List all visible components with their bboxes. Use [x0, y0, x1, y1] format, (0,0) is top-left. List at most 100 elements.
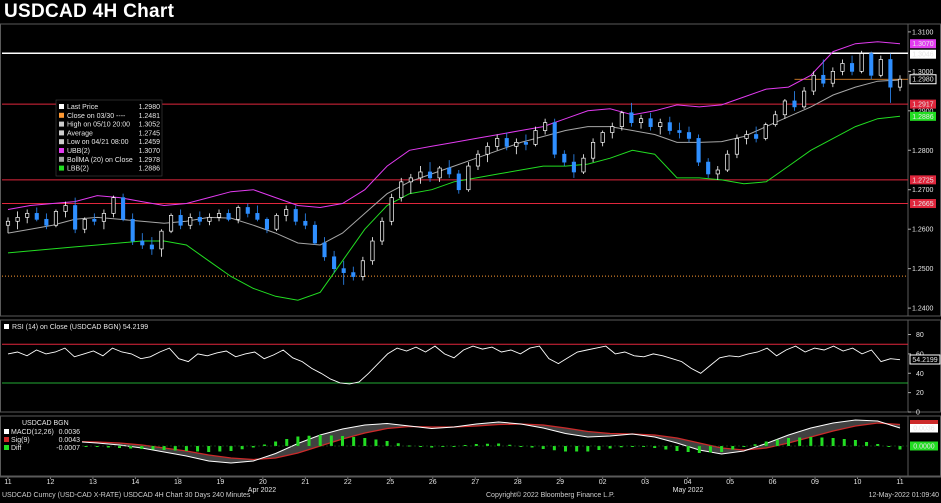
candle-up — [734, 138, 739, 155]
x-day-label: 09 — [811, 479, 819, 486]
rsi-y-tick-label: 0 — [916, 410, 920, 417]
macd-histogram-bar — [84, 446, 88, 447]
candle-up — [763, 124, 768, 139]
price-tag-box — [910, 111, 936, 121]
macd-histogram-bar — [352, 437, 356, 446]
upper-bollinger-band — [7, 41, 901, 210]
price-y-tick-label: 1.2400 — [912, 306, 934, 313]
macd-histogram-bar — [430, 446, 434, 448]
price-legend-value: 1.2978 — [139, 157, 161, 164]
price-tag-label: 1.2665 — [912, 201, 934, 208]
macd-zero-tag: 0.0000 — [910, 441, 938, 451]
candle-down — [293, 209, 298, 222]
macd-value-tag-label: 0.0036 — [913, 426, 935, 433]
macd-histogram-bar — [129, 446, 133, 449]
macd-histogram-bar — [887, 446, 891, 447]
candle-up — [399, 181, 404, 198]
macd-histogram-bar — [720, 446, 724, 452]
macd-histogram-bar — [898, 446, 902, 450]
candle-down — [34, 213, 39, 220]
macd-histogram-bar — [251, 446, 255, 448]
candle-down — [351, 272, 356, 277]
rsi-legend-marker — [4, 324, 9, 329]
candle-down — [552, 122, 557, 155]
candle-up — [591, 142, 596, 159]
candle-up — [878, 59, 883, 76]
price-tag-label: 1.2725 — [912, 177, 934, 184]
price-legend-marker — [59, 165, 64, 171]
price-tag-box — [910, 39, 936, 49]
macd-histogram-bar — [876, 444, 880, 446]
price-y-tick-label: 1.2800 — [912, 148, 934, 155]
price-legend-value: 1.2745 — [139, 130, 161, 137]
candle-up — [418, 171, 423, 179]
price-tag: 1.2725 — [910, 175, 936, 185]
price-legend-marker — [59, 130, 64, 136]
candle-up — [63, 205, 68, 212]
macd-histogram-bar — [586, 446, 590, 452]
macd-histogram-bar — [564, 446, 567, 452]
candle-up — [216, 213, 222, 218]
macd-histogram-bar — [318, 435, 322, 446]
price-tag: 1.2917 — [910, 99, 936, 109]
candle-down — [312, 224, 317, 244]
macd-histogram-bar — [341, 436, 344, 446]
price-y-tick-label: 1.3000 — [912, 69, 934, 76]
candle-up — [533, 130, 538, 145]
candle-down — [888, 59, 893, 88]
rsi-legend-label: RSI (14) on Close (USDCAD BGN) 54.2199 — [12, 324, 148, 331]
candle-up — [188, 217, 193, 226]
candle-up — [274, 215, 279, 230]
candle-down — [121, 197, 126, 220]
price-tag: 1.3046 — [910, 49, 936, 59]
candle-up — [53, 211, 59, 226]
price-legend-value: 1.2980 — [139, 104, 161, 111]
macd-histogram-bar — [474, 444, 478, 446]
price-tag-label: 1.2917 — [912, 102, 934, 109]
macd-panel: 0.0036 0.0000 USDCAD BGN MACD(12,26) 0.0036 S… — [2, 419, 938, 464]
macd-histogram-bar — [151, 446, 155, 450]
candle-up — [802, 90, 807, 108]
footer-security: USDCAD Curncy (USD-CAD X-RATE) USDCAD 4H… — [2, 492, 251, 499]
candle-up — [101, 213, 106, 222]
x-day-label: 04 — [684, 479, 692, 486]
macd-histogram-bar — [787, 438, 790, 446]
x-month-label: May 2022 — [673, 487, 704, 494]
candle-down — [226, 213, 231, 220]
macd-value-tag: 0.0036 — [910, 423, 938, 433]
candle-down — [427, 171, 433, 179]
macd-histogram-bar — [831, 438, 835, 446]
macd-histogram-bar — [664, 446, 668, 450]
price-legend-label: LBB(2) — [67, 166, 89, 173]
price-legend-value: 1.2886 — [139, 166, 161, 173]
price-legend-marker — [59, 121, 64, 127]
x-day-label: 10 — [854, 479, 862, 486]
price-tag: 1.2886 — [910, 111, 936, 121]
macd-histogram-bar — [686, 446, 690, 452]
x-day-label: 26 — [429, 479, 437, 486]
candle-up — [408, 177, 413, 183]
candle-up — [897, 78, 903, 88]
macd-histogram-bar — [229, 446, 233, 451]
macd-histogram-bar — [374, 439, 378, 446]
x-day-label: 14 — [132, 479, 140, 486]
macd-histogram-bar — [452, 446, 456, 447]
macd-histogram-bar — [285, 439, 289, 446]
macd-histogram-bar — [820, 437, 824, 446]
candle-down — [447, 167, 452, 175]
price-legend-label: UBB(2) — [67, 148, 90, 155]
macd-histogram-bar — [541, 446, 545, 449]
candle-up — [658, 122, 663, 127]
rsi-y-tick-label: 40 — [916, 371, 924, 378]
x-day-label: 20 — [259, 479, 267, 486]
macd-legend-marker — [4, 429, 9, 434]
candle-down — [667, 122, 672, 131]
panel-frames — [0, 23, 941, 477]
candle-up — [514, 142, 519, 147]
macd-histogram-bar — [240, 446, 244, 450]
price-y-tick-label: 1.2900 — [912, 108, 934, 115]
candle-down — [255, 213, 260, 220]
x-day-label: 06 — [769, 479, 777, 486]
macd-histogram-bar — [742, 446, 746, 447]
